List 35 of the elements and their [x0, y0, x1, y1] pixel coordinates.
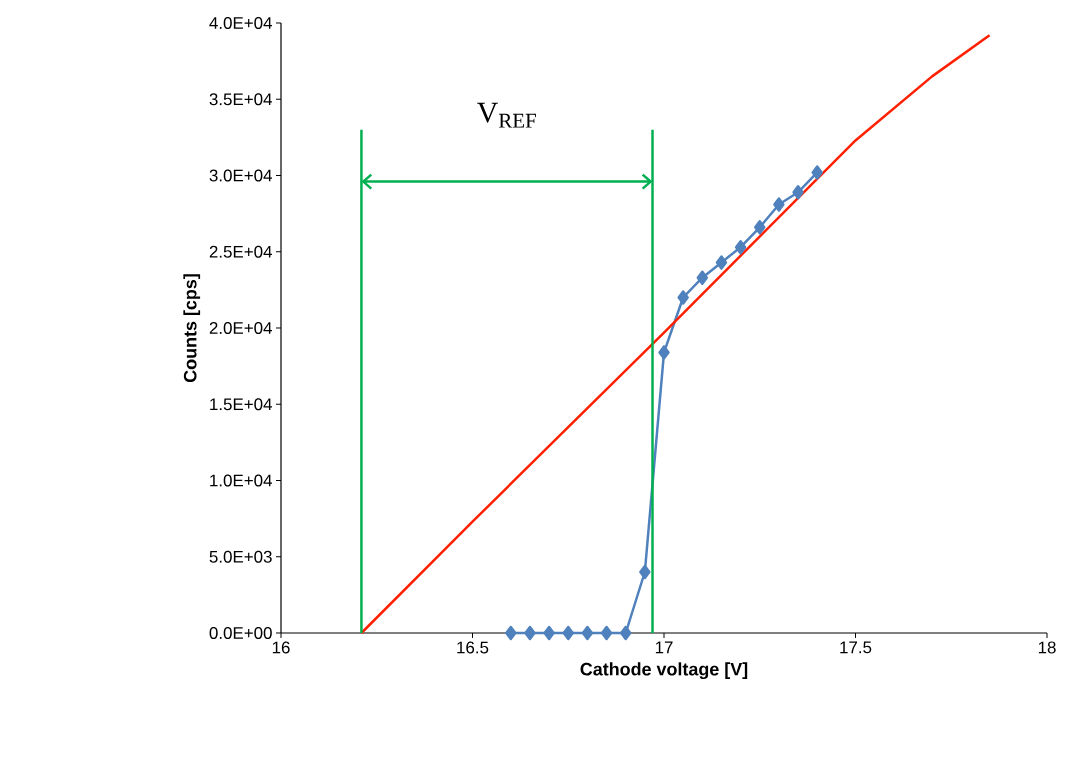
point: [696, 270, 709, 285]
point: [658, 345, 670, 360]
point: [524, 625, 536, 641]
y-tick-label: 1.0E+04: [210, 474, 272, 487]
y-tick-label: 3.5E+04: [209, 93, 272, 106]
point: [639, 564, 651, 580]
point: [543, 625, 555, 641]
y-axis-title: Counts [cps]: [183, 274, 201, 383]
point: [734, 239, 747, 255]
x-tick-label: 17.5: [840, 641, 872, 654]
point: [600, 625, 613, 641]
point: [619, 625, 632, 641]
point: [715, 255, 728, 270]
y-tick-label: 3.0E+04: [209, 169, 272, 182]
point: [505, 625, 517, 641]
y-tick-label: 2.5E+04: [209, 245, 272, 258]
point: [581, 625, 594, 641]
point: [811, 165, 823, 180]
y-tick-label: 5.0E+03: [209, 550, 272, 563]
y-tick-label: 4.0E+04: [209, 17, 272, 29]
point: [677, 290, 689, 305]
annotation: V$_{REF}$: [477, 102, 536, 128]
point: [562, 625, 574, 641]
x-tick-label: 16.5: [457, 641, 489, 654]
x-tick-label: 17: [655, 641, 673, 654]
point: [773, 197, 785, 212]
x-tick-label: 18: [1038, 641, 1056, 654]
x-axis-title: Cathode voltage [V]: [580, 662, 748, 680]
point: [754, 220, 766, 235]
line-series: [360, 33, 991, 635]
y-tick-label: 1.5E+04: [210, 398, 272, 411]
y-tick-label: 0.0E+00: [209, 627, 272, 639]
x-tick-label: 16: [272, 641, 290, 654]
y-tick-label: 2.0E+04: [209, 322, 272, 334]
point: [792, 185, 804, 200]
